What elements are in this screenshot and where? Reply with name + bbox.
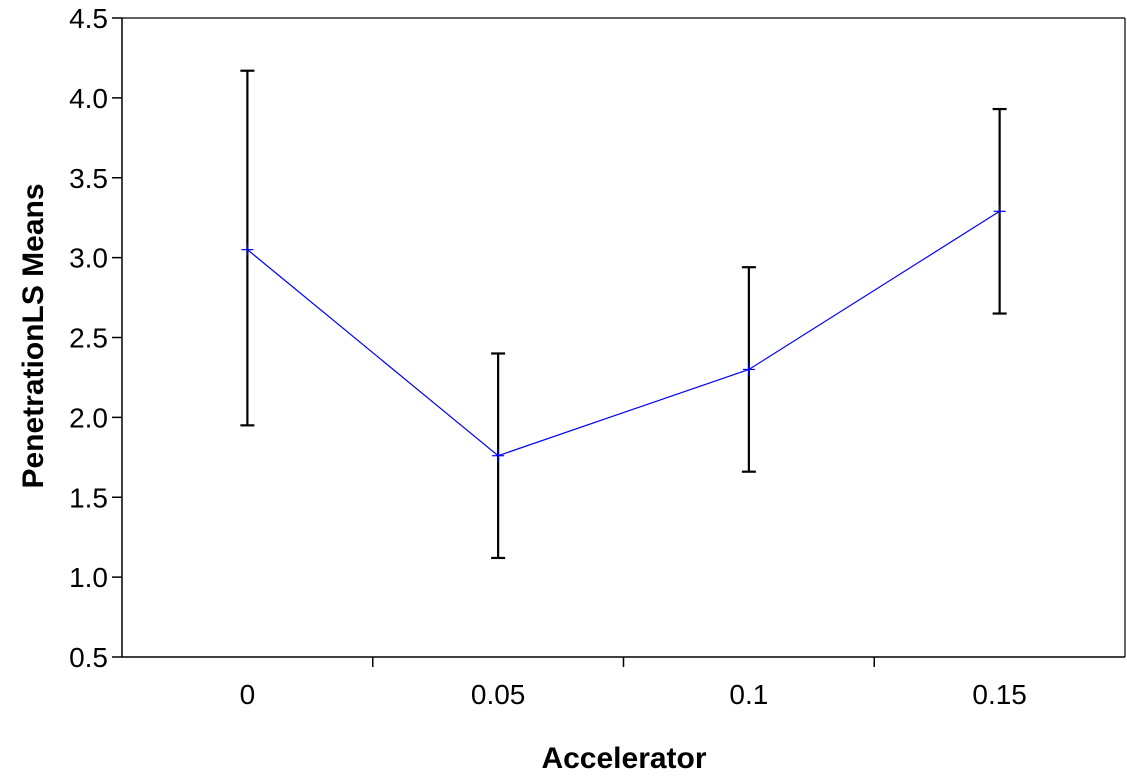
x-tick-label: 0 <box>240 679 256 710</box>
y-tick-label: 1.5 <box>69 482 108 513</box>
series-line <box>246 210 1000 457</box>
y-tick-label: 3.0 <box>69 243 108 274</box>
series-lines <box>246 210 1000 457</box>
plot-frame <box>121 17 1126 658</box>
error-bars <box>240 69 1007 560</box>
data-point <box>492 449 505 462</box>
y-tick-label: 2.0 <box>69 402 108 433</box>
x-tick-label: 0.15 <box>972 679 1027 710</box>
point-markers <box>241 205 1006 462</box>
data-point <box>993 205 1006 218</box>
data-point <box>241 243 254 256</box>
x-tick-label: 0.05 <box>471 679 526 710</box>
y-tick-label: 1.0 <box>69 562 108 593</box>
x-axis-ticks: 0 0.05 0.1 0.15 <box>240 657 1027 710</box>
y-tick-label: 2.5 <box>69 323 108 354</box>
data-point <box>742 363 755 376</box>
y-tick-label: 3.5 <box>69 163 108 194</box>
y-tick-label: 0.5 <box>69 642 108 673</box>
y-tick-label: 4.0 <box>69 83 108 114</box>
x-axis-title: Accelerator <box>541 742 706 775</box>
y-axis-title: PenetrationLS Means <box>17 183 50 488</box>
y-axis-ticks: 0.5 1.0 1.5 2.0 2.5 3.0 3.5 4.0 4.5 <box>69 3 122 673</box>
x-tick-label: 0.1 <box>729 679 768 710</box>
y-tick-label: 4.5 <box>69 3 108 34</box>
